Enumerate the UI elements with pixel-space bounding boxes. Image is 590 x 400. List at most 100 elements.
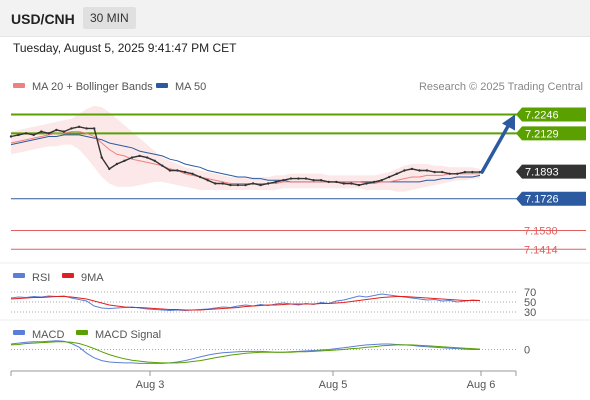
rsi-tick-label: 50 <box>524 297 536 309</box>
price-point <box>267 182 270 185</box>
price-tag-bg <box>516 164 586 179</box>
ma50-line <box>10 134 481 183</box>
rsi-legend-swatch <box>13 273 25 278</box>
ma20-legend-swatch <box>13 83 25 88</box>
price-point <box>236 183 240 187</box>
forecast-arrow-shaft <box>480 122 511 174</box>
price-point <box>395 172 398 175</box>
price-tag-bg <box>516 107 586 122</box>
ma50-legend-label: MA 50 <box>175 81 206 93</box>
price-point <box>9 135 13 138</box>
price-point <box>183 170 187 174</box>
rsi-ma-legend-label: 9MA <box>81 272 104 284</box>
price-tag-bg <box>516 191 586 206</box>
rsi-ma-line <box>10 296 480 311</box>
price-point <box>17 133 20 137</box>
price-tag: 7.2246 <box>516 107 586 122</box>
price-point <box>62 130 66 133</box>
price-point <box>221 182 224 185</box>
price-tag-bg <box>516 126 586 141</box>
timeframe-button[interactable]: 30 MIN <box>83 7 136 29</box>
price-tag-label: 7.1726 <box>525 194 559 206</box>
price-point <box>388 175 391 179</box>
price-point <box>161 164 164 167</box>
price-point <box>85 127 88 130</box>
level-label: 7.1414 <box>524 244 558 256</box>
price-point <box>40 130 43 133</box>
macd-signal-legend-label: MACD Signal <box>95 329 161 341</box>
macd-signal-legend-swatch <box>76 330 88 335</box>
price-point <box>108 167 111 171</box>
price-point <box>372 180 376 184</box>
credit-text: Research © 2025 Trading Central <box>419 81 583 93</box>
price-point <box>229 183 232 187</box>
price-tag-label: 7.2129 <box>525 128 559 140</box>
price-point <box>463 170 467 174</box>
x-tick-label: Aug 3 <box>136 379 165 391</box>
price-point <box>433 170 436 174</box>
price-point <box>471 170 474 174</box>
price-point <box>350 182 353 185</box>
rsi-tick-label: 30 <box>524 307 536 319</box>
price-point <box>259 183 262 187</box>
price-point <box>47 132 50 135</box>
price-point <box>425 169 429 172</box>
macd-legend-swatch <box>13 330 25 335</box>
price-point <box>441 170 444 174</box>
price-point <box>304 177 308 180</box>
price-point <box>365 182 368 185</box>
top-bar: USD/CNH 30 MIN <box>0 0 590 37</box>
macd-legend-label: MACD <box>32 329 64 341</box>
price-point <box>448 172 451 175</box>
rsi-ma-legend-swatch <box>62 273 74 278</box>
price-point <box>206 179 209 182</box>
price-point <box>32 133 35 137</box>
price-point <box>130 156 134 159</box>
price-point <box>55 128 58 132</box>
price-point <box>244 183 247 187</box>
price-point <box>70 127 73 130</box>
price-point <box>146 156 149 159</box>
price-point <box>93 127 96 130</box>
price-point <box>191 172 194 175</box>
price-point <box>168 169 172 172</box>
price-point <box>138 154 141 158</box>
price-point <box>357 183 361 187</box>
rsi-legend-label: RSI <box>32 272 50 284</box>
ma50-legend-swatch <box>156 83 168 88</box>
macd-zero-label: 0 <box>524 345 530 357</box>
price-point <box>123 159 126 162</box>
price-point <box>198 175 202 179</box>
price-tag-label: 7.1893 <box>525 167 559 179</box>
price-point <box>100 156 104 159</box>
price-point <box>115 162 119 166</box>
x-tick-label: Aug 6 <box>467 379 496 391</box>
bollinger-band-area <box>11 105 480 192</box>
price-point <box>251 182 255 185</box>
price-point <box>342 182 345 185</box>
price-point <box>312 179 315 182</box>
price-tag-label: 7.2246 <box>525 109 559 121</box>
price-point <box>24 132 28 135</box>
timestamp: Tuesday, August 5, 2025 9:41:47 PM CET <box>13 41 237 55</box>
price-point <box>418 169 421 172</box>
macd-signal-line <box>10 341 481 364</box>
price-point <box>77 125 81 128</box>
price-point <box>289 177 293 180</box>
price-point <box>319 179 323 182</box>
price-tag: 7.1893 <box>516 164 586 179</box>
price-point <box>410 167 414 171</box>
symbol-label: USD/CNH <box>11 11 75 27</box>
price-point <box>274 180 277 184</box>
price-point <box>380 179 383 182</box>
price-point <box>214 182 217 185</box>
price-tag: 7.1726 <box>516 191 586 206</box>
x-tick-label: Aug 5 <box>319 379 348 391</box>
price-point <box>297 177 300 180</box>
level-label: 7.1530 <box>524 225 558 237</box>
price-point <box>403 169 406 172</box>
rsi-tick-label: 70 <box>524 287 536 299</box>
price-point <box>176 169 179 172</box>
price-point <box>153 159 156 162</box>
